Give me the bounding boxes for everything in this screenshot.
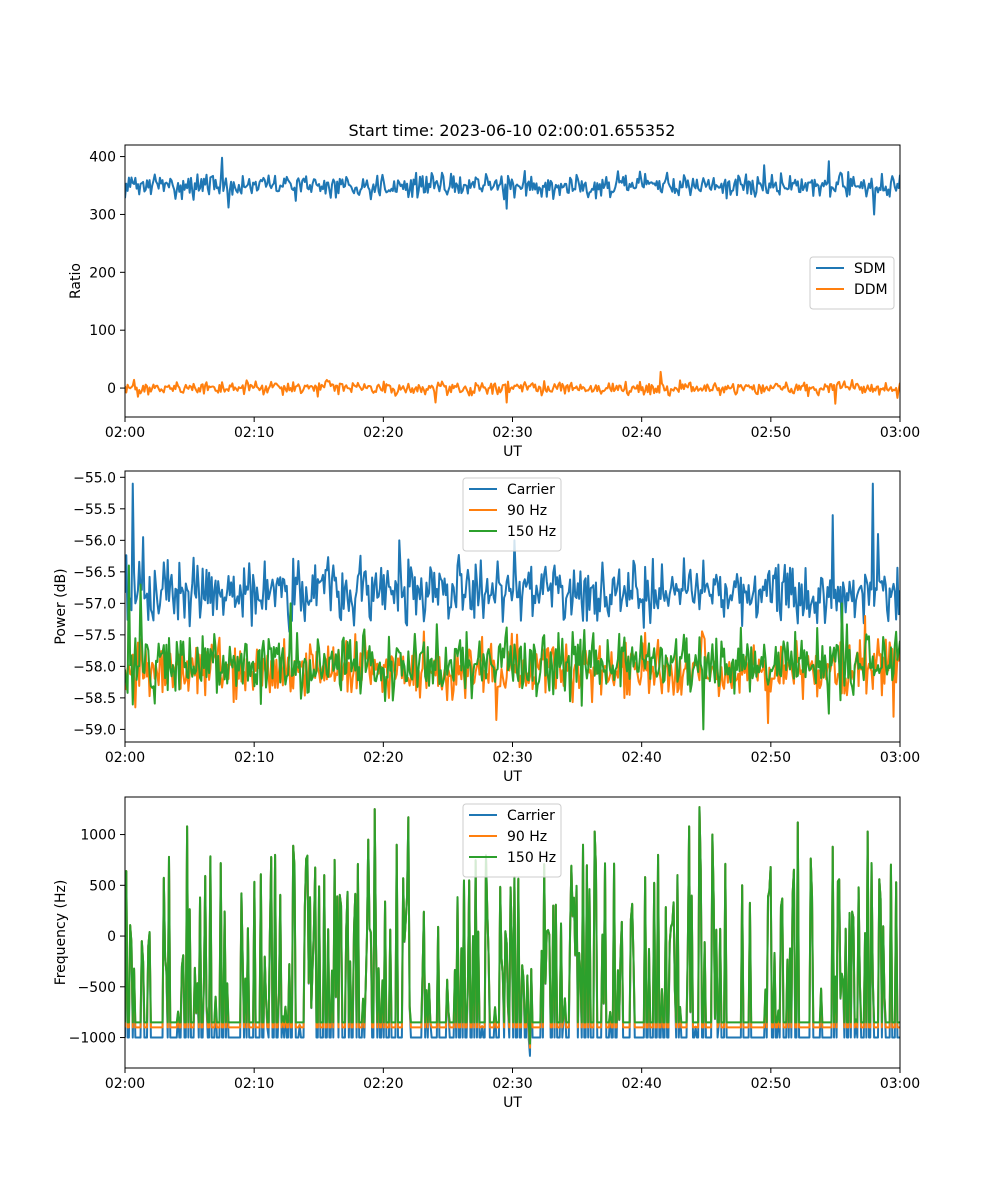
legend-label: Carrier: [507, 808, 555, 824]
x-axis-label: UT: [503, 444, 522, 460]
y-tick-label: 400: [89, 150, 116, 166]
y-tick-label: −57.5: [73, 628, 116, 644]
x-tick-label: 02:00: [105, 750, 145, 766]
x-tick-label: 02:20: [363, 425, 403, 441]
legend: Carrier 90 Hz 150 Hz: [462, 477, 562, 552]
x-tick-label: 02:50: [751, 1076, 791, 1092]
x-tick-label: 03:00: [880, 1076, 920, 1092]
x-tick-label: 02:40: [621, 1076, 661, 1092]
x-tick-label: 02:10: [234, 750, 274, 766]
legend: Carrier 90 Hz 150 Hz: [462, 803, 562, 878]
x-tick-label: 02:20: [363, 750, 403, 766]
chart-title: Start time: 2023-06-10 02:00:01.655352: [349, 121, 676, 140]
y-tick-label: −500: [78, 980, 116, 996]
y-tick-label: −58.0: [73, 659, 116, 675]
y-tick-label: 300: [89, 207, 116, 223]
x-tick-label: 02:10: [234, 425, 274, 441]
legend-box: [809, 256, 895, 310]
y-tick-label: −55.5: [73, 502, 116, 518]
y-tick-label: 200: [89, 265, 116, 281]
x-tick-label: 02:50: [751, 425, 791, 441]
legend-label: Carrier: [507, 482, 555, 498]
y-tick-label: 0: [107, 929, 116, 945]
y-axis-label: Power (dB): [53, 568, 69, 644]
y-tick-label: −55.0: [73, 470, 116, 486]
x-tick-label: 03:00: [880, 750, 920, 766]
y-tick-label: 1000: [80, 828, 116, 844]
panel-power: 02:00 02:10 02:20 02:30 02:40 02:50 03:00 −55.0…: [53, 470, 920, 785]
y-tick-label: −58.5: [73, 691, 116, 707]
legend-label: 150 Hz: [507, 850, 556, 866]
series-line-150-hz: [125, 806, 900, 1045]
y-tick-label: −56.5: [73, 565, 116, 581]
y-axis-label: Frequency (Hz): [53, 880, 69, 986]
y-tick-label: −1000: [69, 1031, 116, 1047]
y-axis-label: Ratio: [68, 263, 84, 299]
x-axis-label: UT: [503, 769, 522, 785]
x-tick-label: 02:30: [492, 425, 532, 441]
x-tick-label: 02:20: [363, 1076, 403, 1092]
panel-ratio: 02:00 02:10 02:20 02:30 02:40 02:50 03:00 0 100 2…: [68, 144, 920, 460]
y-tick-label: −59.0: [73, 722, 116, 738]
x-tick-label: 02:40: [621, 750, 661, 766]
y-tick-label: 100: [89, 323, 116, 339]
legend-label: DDM: [854, 282, 888, 298]
x-tick-label: 02:30: [492, 1076, 532, 1092]
y-tick-label: −56.0: [73, 533, 116, 549]
y-tick-label: 0: [107, 381, 116, 397]
legend-box: [462, 477, 562, 552]
x-tick-label: 02:40: [621, 425, 661, 441]
legend-box: [462, 803, 562, 878]
x-axis-label: UT: [503, 1095, 522, 1111]
x-tick-label: 02:00: [105, 1076, 145, 1092]
legend-label: 150 Hz: [507, 524, 556, 540]
series-line-sdm: [125, 156, 900, 216]
x-tick-label: 02:10: [234, 1076, 274, 1092]
legend: SDM DDM: [809, 256, 895, 310]
legend-label: 90 Hz: [507, 829, 547, 845]
x-tick-label: 03:00: [880, 425, 920, 441]
x-tick-label: 02:30: [492, 750, 532, 766]
x-tick-label: 02:00: [105, 425, 145, 441]
panel-frequency: 02:00 02:10 02:20 02:30 02:40 02:50 03:00 −1000…: [53, 796, 920, 1111]
legend-label: SDM: [854, 261, 886, 277]
x-tick-label: 02:50: [751, 750, 791, 766]
legend-label: 90 Hz: [507, 503, 547, 519]
y-tick-label: 500: [89, 878, 116, 894]
series-line-carrier: [125, 482, 900, 636]
series-line-ddm: [125, 370, 900, 405]
series-line-150-hz: [125, 564, 900, 731]
y-tick-label: −57.0: [73, 596, 116, 612]
